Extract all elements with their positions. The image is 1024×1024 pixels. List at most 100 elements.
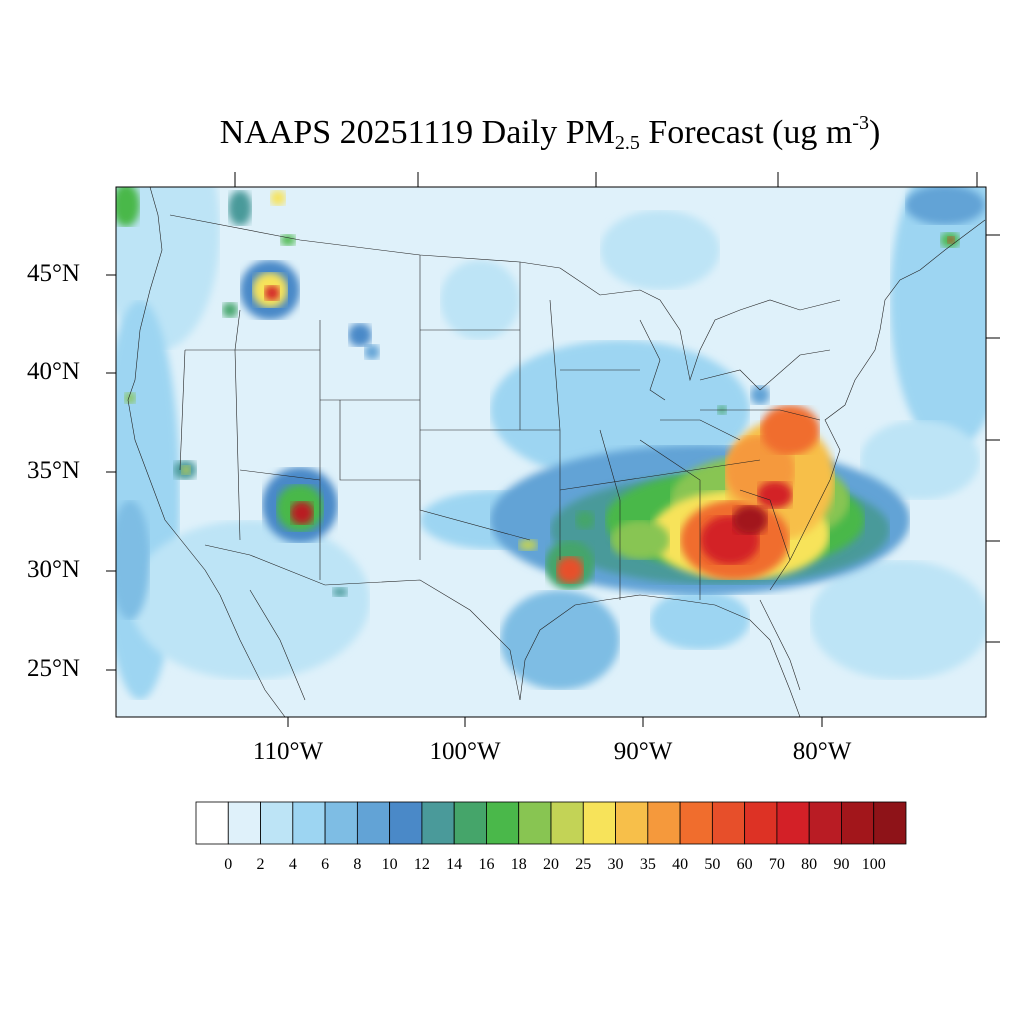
colorbar-tick-label: 100 bbox=[861, 856, 886, 873]
concentration-blob bbox=[228, 190, 252, 226]
latitude-label: 30°N bbox=[26, 556, 80, 583]
latitude-label: 40°N bbox=[26, 358, 80, 385]
concentration-blob bbox=[947, 236, 955, 244]
boundary-line bbox=[339, 400, 420, 481]
colorbar-swatch bbox=[873, 801, 907, 845]
concentration-blob bbox=[290, 501, 314, 525]
title-middle: Forecast (ug m bbox=[639, 114, 853, 151]
colorbar-swatch bbox=[518, 801, 552, 845]
colorbar-swatch bbox=[324, 801, 358, 845]
concentration-blob bbox=[518, 539, 538, 551]
concentration-blob bbox=[222, 302, 238, 318]
concentration-blob bbox=[116, 500, 150, 620]
boundary-line bbox=[759, 349, 831, 391]
colorbar-swatch bbox=[679, 801, 713, 845]
concentration-blob bbox=[890, 187, 986, 450]
map-border bbox=[115, 186, 987, 718]
concentration-blob bbox=[440, 260, 520, 340]
boundary-line bbox=[639, 319, 666, 401]
colorbar-tick-label: 80 bbox=[801, 856, 818, 873]
concentration-blob bbox=[860, 420, 980, 500]
colorbar-tick-label: 0 bbox=[224, 856, 233, 873]
concentration-blob bbox=[556, 556, 584, 584]
concentration-blob bbox=[760, 405, 820, 455]
state-boundaries bbox=[127, 187, 986, 717]
colorbar-swatch bbox=[841, 801, 875, 845]
colorbar-tick-label: 25 bbox=[575, 856, 592, 873]
latitude-label: 25°N bbox=[26, 655, 80, 682]
colorbar-swatch bbox=[227, 801, 261, 845]
title-subscript: 2.5 bbox=[614, 132, 640, 154]
colorbar-swatch bbox=[550, 801, 584, 845]
colorbar-swatch bbox=[195, 801, 229, 845]
concentration-blob bbox=[364, 344, 380, 360]
concentration-blob bbox=[610, 520, 670, 560]
colorbar-tick-label: 70 bbox=[768, 856, 785, 873]
longitude-label: 110°W bbox=[252, 738, 324, 765]
colorbar-swatch bbox=[260, 801, 294, 845]
colorbar-tick-label: 12 bbox=[413, 856, 430, 873]
boundary-line bbox=[249, 589, 306, 701]
colorbar-swatch bbox=[776, 801, 810, 845]
concentration-blob bbox=[750, 385, 770, 405]
colorbar-tick-label: 16 bbox=[478, 856, 495, 873]
boundary-line bbox=[699, 369, 761, 391]
title-suffix: ) bbox=[868, 114, 881, 151]
colorbar-tick-label: 8 bbox=[353, 856, 362, 873]
concentration-blob bbox=[490, 340, 750, 480]
latitude-label: 35°N bbox=[26, 457, 80, 484]
title-superscript: -3 bbox=[852, 112, 869, 134]
concentration-blob bbox=[650, 590, 750, 650]
colorbar-swatch bbox=[808, 801, 842, 845]
concentration-blob bbox=[757, 481, 793, 509]
concentration-blob bbox=[810, 560, 986, 680]
longitude-label: 90°W bbox=[613, 738, 673, 765]
boundary-line bbox=[204, 544, 521, 701]
concentration-blob bbox=[905, 187, 985, 225]
colorbar-swatch bbox=[421, 801, 455, 845]
colorbar-tick-label: 10 bbox=[381, 856, 398, 873]
concentration-blob bbox=[264, 285, 280, 301]
concentration-blob bbox=[500, 590, 620, 690]
colorbar bbox=[195, 801, 907, 845]
colorbar-swatch bbox=[711, 801, 746, 845]
colorbar-tick-label: 30 bbox=[607, 856, 624, 873]
colorbar-tick-label: 50 bbox=[704, 856, 721, 873]
boundary-line bbox=[769, 639, 801, 717]
boundary-line bbox=[179, 349, 186, 471]
boundary-line bbox=[700, 409, 821, 421]
concentration-blob bbox=[732, 505, 768, 535]
boundary-line bbox=[559, 459, 761, 491]
boundary-line bbox=[639, 439, 701, 600]
boundary-line bbox=[599, 429, 621, 600]
longitude-label: 80°W bbox=[792, 738, 852, 765]
colorbar-swatch bbox=[453, 801, 487, 845]
boundary-line bbox=[419, 480, 531, 541]
longitude-label: 100°W bbox=[429, 738, 501, 765]
concentration-blob bbox=[280, 234, 296, 246]
colorbar-swatch bbox=[292, 801, 326, 845]
concentration-blob bbox=[332, 587, 348, 597]
boundary-line bbox=[239, 469, 321, 481]
map-title: NAAPS 20251119 Daily PM2.5 Forecast (ug … bbox=[0, 112, 1024, 155]
colorbar-tick-label: 18 bbox=[510, 856, 527, 873]
colorbar-swatch bbox=[744, 801, 778, 845]
colorbar-tick-label: 14 bbox=[446, 856, 463, 873]
colorbar-tick-label: 35 bbox=[639, 856, 656, 873]
boundary-line bbox=[660, 419, 741, 441]
latitude-label: 45°N bbox=[26, 260, 80, 287]
map-frame bbox=[116, 187, 986, 717]
colorbar-tick-label: 20 bbox=[543, 856, 559, 873]
boundary-line bbox=[519, 594, 771, 701]
colorbar-tick-label: 90 bbox=[833, 856, 850, 873]
concentration-blob bbox=[116, 187, 140, 227]
colorbar-swatch bbox=[615, 801, 649, 845]
boundary-line bbox=[219, 594, 286, 717]
colorbar-swatch bbox=[647, 801, 681, 845]
concentration-blob bbox=[181, 465, 191, 475]
concentration-blob bbox=[575, 510, 595, 530]
boundary-line bbox=[769, 219, 986, 591]
colorbar-tick-label: 60 bbox=[736, 856, 753, 873]
colorbar-tick-label: 4 bbox=[288, 856, 297, 873]
